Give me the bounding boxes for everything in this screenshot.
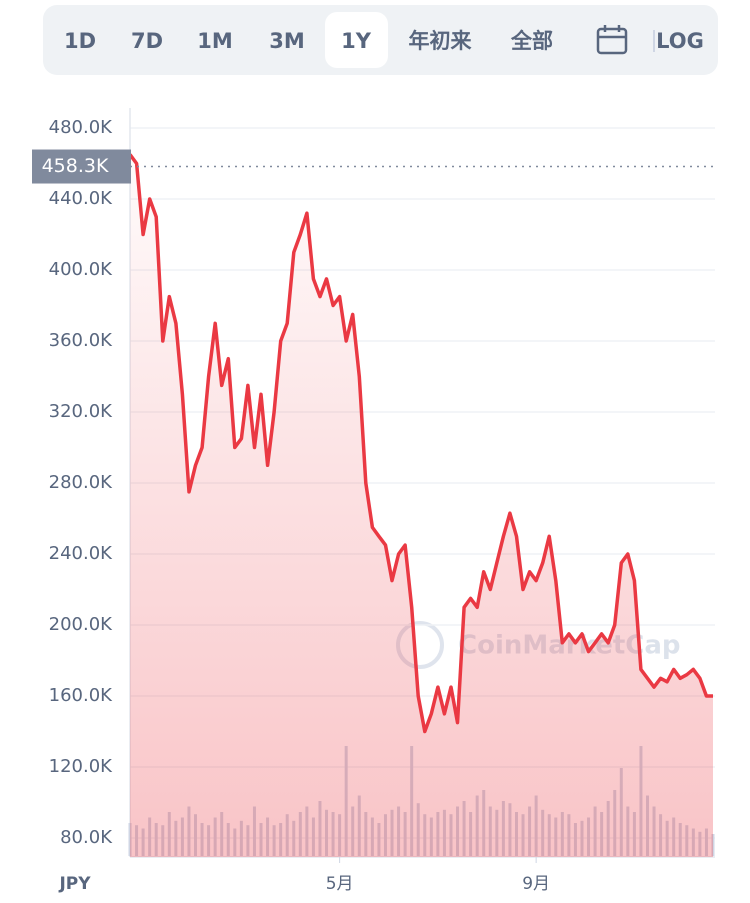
y-tick-label: 320.0K	[49, 401, 114, 422]
price-area	[130, 154, 713, 858]
currency-label: JPY	[58, 874, 91, 894]
tab[interactable]: 1D	[64, 29, 96, 53]
current-price-box	[32, 149, 131, 184]
y-tick-label: 160.0K	[49, 685, 114, 706]
y-tick-label: 240.0K	[49, 543, 114, 564]
y-tick-label: 120.0K	[49, 756, 114, 777]
tab[interactable]: 3M	[269, 29, 305, 53]
tab[interactable]: 全部	[510, 29, 553, 53]
y-tick-label: 440.0K	[49, 188, 114, 209]
y-tick-label: 280.0K	[49, 472, 114, 493]
y-tick-label: 360.0K	[49, 330, 114, 351]
price-line	[128, 153, 713, 734]
tab[interactable]: 年初来	[409, 29, 473, 53]
tab[interactable]: 1Y	[341, 29, 372, 53]
tab[interactable]: LOG	[656, 29, 704, 53]
tabs: 1D 7D 1M 3M 1Y 年初来 全部 LOG	[64, 29, 704, 53]
x-tick-label: 5月	[326, 874, 354, 894]
x-tick-label: 9月	[522, 874, 550, 894]
y-tick-label: 200.0K	[49, 614, 114, 635]
tab[interactable]: 7D	[131, 29, 163, 53]
tab[interactable]: 1M	[197, 29, 233, 53]
y-tick-label: 80.0K	[60, 827, 113, 848]
current-price-label: 458.3K	[42, 155, 109, 177]
y-tick-label: 400.0K	[49, 259, 114, 280]
selected-tab-bg	[325, 12, 388, 68]
calendar-icon[interactable]	[596, 25, 628, 55]
y-tick-label: 480.0K	[49, 117, 114, 138]
